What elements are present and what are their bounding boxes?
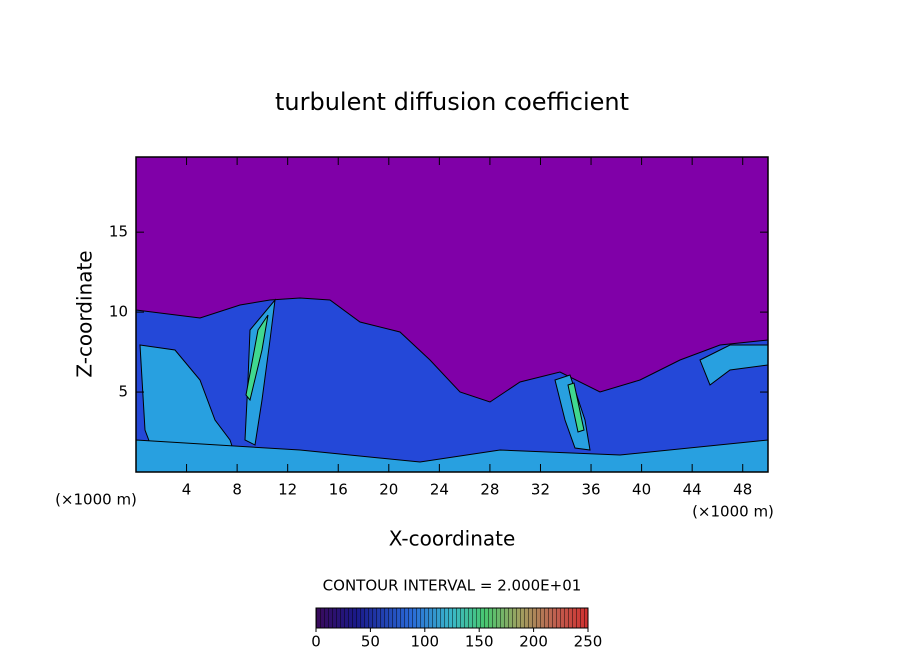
field-cyan	[136, 439, 768, 472]
x-tick-label: 44	[683, 481, 702, 499]
field-green	[245, 314, 269, 402]
y-axis-label: Z-coordinate	[73, 250, 97, 377]
colorbar-stripes	[315, 607, 589, 629]
plot-frame	[135, 156, 769, 473]
field-green	[567, 382, 585, 433]
x-unit-right: (×1000 m)	[692, 503, 774, 521]
x-tick-label: 4	[182, 481, 192, 499]
x-tick-label: 40	[632, 481, 651, 499]
x-axis-label: X-coordinate	[389, 527, 516, 551]
x-tick-label: 36	[581, 481, 600, 499]
x-tick-label: 12	[278, 481, 297, 499]
field-cyan	[699, 344, 768, 386]
x-unit-left: (×1000 m)	[55, 491, 137, 509]
x-tick-label: 24	[430, 481, 449, 499]
colorbar-tick-label: 250	[574, 633, 603, 651]
y-tick-label: 10	[109, 303, 128, 321]
contour-interval: CONTOUR INTERVAL = 2.000E+01	[323, 577, 582, 595]
y-tick-label: 15	[109, 223, 128, 241]
x-tick-label: 16	[329, 481, 348, 499]
colorbar-tick-label: 200	[519, 633, 548, 651]
colorbar-tick-label: 150	[465, 633, 494, 651]
field-layer	[136, 297, 768, 472]
colorbar-tick-label: 0	[311, 633, 321, 651]
x-tick-label: 20	[379, 481, 398, 499]
x-tick-label: 8	[232, 481, 242, 499]
x-tick-label: 28	[480, 481, 499, 499]
x-tick-label: 48	[733, 481, 752, 499]
x-tick-label: 32	[531, 481, 550, 499]
colorbar-tick-label: 50	[361, 633, 380, 651]
field	[136, 157, 768, 472]
colorbar-tick-label: 100	[410, 633, 439, 651]
chart-title: turbulent diffusion coefficient	[275, 88, 629, 116]
y-tick-label: 5	[118, 383, 128, 401]
